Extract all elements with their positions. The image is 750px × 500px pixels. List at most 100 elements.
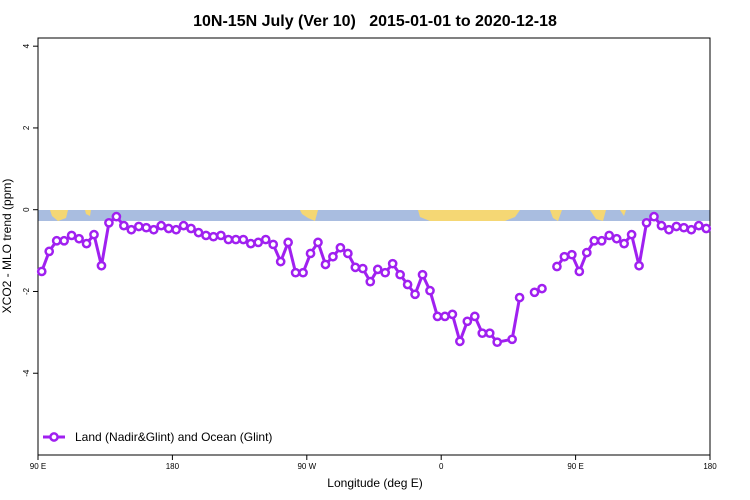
data-point (425, 285, 435, 296)
ocean-strip (38, 210, 710, 221)
data-point (119, 220, 129, 231)
data-point (559, 251, 570, 262)
data-point (372, 264, 383, 275)
data-point (469, 311, 480, 322)
data-point (163, 223, 174, 234)
data-point (320, 259, 331, 270)
data-point (477, 328, 488, 339)
data-point (537, 283, 547, 294)
data-point (507, 334, 517, 345)
data-point (447, 309, 458, 320)
data-point (148, 224, 159, 235)
x-tick-label: 90 E (30, 462, 46, 471)
data-point (126, 224, 137, 235)
data-point (208, 231, 219, 242)
data-point (462, 316, 473, 327)
land (550, 210, 562, 221)
x-tick-label: 90 E (567, 462, 583, 471)
data-point (201, 230, 211, 241)
data-point (59, 235, 69, 246)
data-point (104, 217, 114, 228)
legend-marker (49, 432, 59, 442)
x-tick-label: 0 (439, 462, 444, 471)
data-point (328, 251, 338, 262)
data-point (238, 234, 249, 245)
data-point (365, 276, 376, 287)
data-point (440, 311, 450, 322)
data-point (567, 249, 577, 260)
x-tick-label: 180 (703, 462, 717, 471)
data-point (589, 235, 600, 246)
data-point (626, 229, 637, 240)
data-point (253, 237, 264, 248)
y-tick-label: 2 (22, 125, 31, 130)
data-point (574, 266, 585, 277)
data-point (313, 237, 323, 248)
data-point (89, 229, 99, 240)
land (300, 210, 318, 221)
data-point (156, 220, 167, 231)
legend-label: Land (Nadir&Glint) and Ocean (Glint) (75, 430, 272, 444)
data-point (245, 238, 256, 249)
data-point (387, 258, 398, 269)
y-tick-label: -4 (22, 369, 31, 377)
land (50, 210, 68, 221)
data-point (693, 220, 704, 231)
data-point (641, 217, 652, 228)
data-point (66, 230, 77, 241)
data-point (335, 242, 346, 253)
y-tick-label: 0 (22, 207, 31, 212)
data-point (216, 230, 226, 241)
data-point (432, 311, 443, 322)
data-point (36, 266, 47, 277)
data-point (686, 224, 697, 235)
data-point (51, 235, 62, 246)
data-point (671, 221, 682, 232)
data-point (231, 234, 241, 245)
data-point (186, 223, 196, 234)
data-point (305, 248, 316, 259)
data-point (193, 227, 204, 238)
data-point (417, 269, 428, 280)
data-point (604, 230, 615, 241)
data-point (223, 234, 234, 245)
data-point (283, 237, 293, 248)
data-point (357, 263, 368, 274)
y-axis-label: XCO2 - MLO trend (ppm) (0, 179, 14, 314)
land (590, 210, 606, 221)
data-point (141, 222, 152, 233)
data-point (298, 267, 308, 278)
data-point (178, 220, 189, 231)
data-point (455, 336, 465, 347)
data-point (402, 279, 413, 290)
data-point (611, 233, 622, 244)
data-point (701, 223, 712, 234)
plot-frame (37, 37, 711, 456)
data-point (581, 247, 592, 258)
y-tick-label: 4 (22, 43, 31, 48)
data-point (410, 289, 420, 300)
data-point (343, 248, 353, 259)
data-point (275, 256, 286, 267)
land-ocean-strip (38, 210, 710, 221)
data-point (171, 224, 181, 235)
data-point (514, 292, 525, 303)
data-point (492, 337, 503, 348)
data-point (619, 238, 629, 249)
data-point (395, 269, 405, 280)
data-point (664, 224, 674, 235)
x-tick-label: 90 W (297, 462, 316, 471)
data-point (290, 267, 301, 278)
data-point (649, 211, 659, 222)
x-axis-label: Longitude (deg E) (327, 476, 422, 490)
data-point (260, 234, 271, 245)
y-tick-label: -2 (22, 287, 31, 295)
data-point (133, 221, 144, 232)
data-point (380, 267, 391, 278)
data-point (656, 220, 667, 231)
data-point (111, 211, 122, 222)
data-point (634, 260, 644, 271)
data-point (484, 328, 495, 339)
